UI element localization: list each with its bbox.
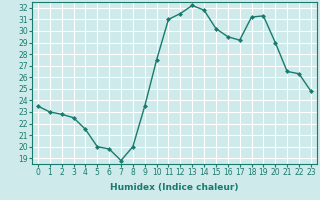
X-axis label: Humidex (Indice chaleur): Humidex (Indice chaleur) xyxy=(110,183,239,192)
